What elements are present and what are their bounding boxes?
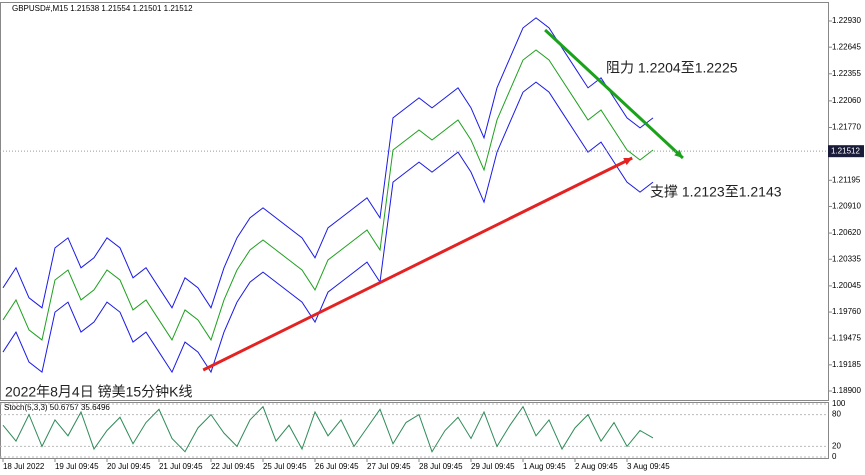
x-tick-label: 20 Jul 09:45 [107,462,151,471]
y-tick-label: 1.22645 [832,42,861,51]
stoch-tick-label: 100 [832,399,846,408]
y-tick-label: 1.21195 [832,175,861,184]
stoch-tick-label: 0 [832,452,837,461]
trend-arrow [623,157,633,166]
x-tick-label: 2 Aug 09:45 [575,462,618,471]
y-tick-label: 1.20620 [832,228,861,237]
y-tick-label: 1.19475 [832,333,861,342]
x-tick-label: 21 Jul 09:45 [159,462,203,471]
y-tick-label: 1.19760 [832,307,861,316]
price-line [2,81,654,374]
subtitle: 2022年8月4日 镑美15分钟K线 [5,384,193,400]
x-tick-label: 28 Jul 09:45 [419,462,463,471]
last-price-label: 1.21512 [831,146,860,155]
price-line [2,49,654,342]
y-tick-label: 1.20335 [832,254,861,263]
trend-line [202,156,633,372]
trend-arrow [674,149,683,158]
chart-title: GBPUSD#,M15 1.21538 1.21554 1.21501 1.21… [12,4,193,13]
x-tick-label: 27 Jul 09:45 [367,462,411,471]
x-tick-label: 26 Jul 09:45 [315,462,359,471]
x-tick-label: 29 Jul 09:45 [471,462,515,471]
price-line [2,17,654,309]
stoch-tick-label: 80 [832,410,841,419]
y-tick-label: 1.22355 [832,69,861,78]
y-tick-label: 1.20045 [832,281,861,290]
y-tick-label: 1.19185 [832,360,861,369]
annotation: 支撑 1.2123至1.2143 [650,184,782,200]
y-tick-label: 1.21770 [832,123,861,132]
x-tick-label: 19 Jul 09:45 [55,462,99,471]
stoch-tick-label: 20 [832,442,841,451]
last-price-box [828,145,864,158]
x-tick-label: 1 Aug 09:45 [523,462,566,471]
main-frame [0,2,829,401]
stoch-label: Stoch(5,3,3) 50.6757 35.6496 [4,403,110,412]
x-tick-label: 22 Jul 09:45 [211,462,255,471]
y-tick-label: 1.20910 [832,202,861,211]
trend-line [544,28,684,160]
x-tick-label: 18 Jul 2022 [3,462,45,471]
x-tick-label: 25 Jul 09:45 [263,462,307,471]
stoch-frame [0,402,829,459]
y-tick-label: 1.22930 [832,16,861,25]
x-tick-label: 3 Aug 09:45 [627,462,670,471]
y-tick-label: 1.22060 [832,96,861,105]
stoch-line [2,405,654,453]
y-tick-label: 1.18900 [832,386,861,395]
annotation: 阻力 1.2204至1.2225 [606,60,738,76]
